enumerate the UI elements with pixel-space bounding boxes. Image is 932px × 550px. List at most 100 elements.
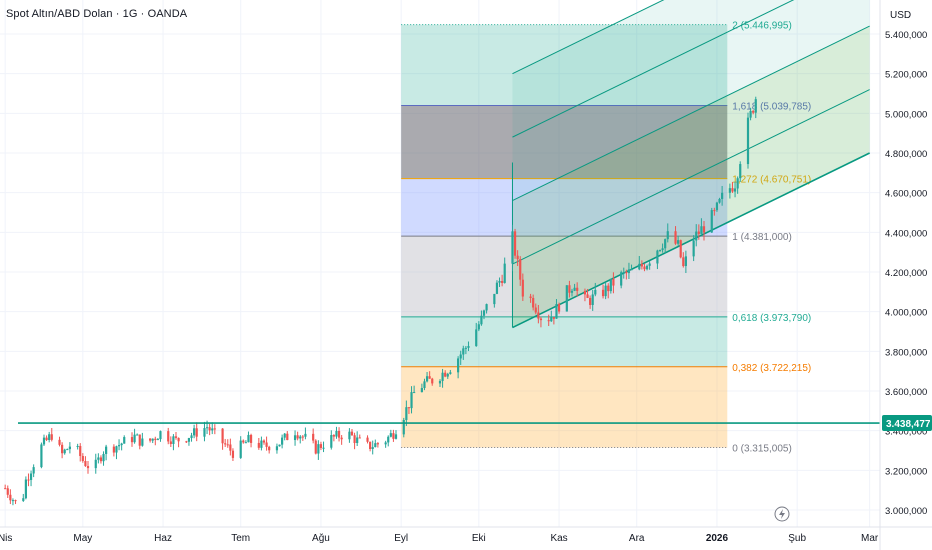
candle-body bbox=[247, 434, 250, 443]
candle-body bbox=[293, 435, 297, 441]
candle-body bbox=[14, 500, 17, 502]
candle-body bbox=[257, 442, 260, 448]
time-tick-label: Mar bbox=[861, 533, 879, 544]
candle-body bbox=[286, 433, 289, 441]
candle-body bbox=[739, 164, 742, 179]
candle-body bbox=[185, 441, 188, 443]
fibonacci-extension[interactable]: 2 (5.446,995) 1,618 (5.039,785) 1,272 (4.6… bbox=[401, 21, 811, 455]
candle-body bbox=[27, 479, 30, 481]
price-tick-label: 3.400,000 bbox=[885, 427, 927, 438]
candle-body bbox=[159, 431, 162, 440]
time-tick-label: Kas bbox=[550, 533, 567, 544]
candle-body bbox=[728, 188, 731, 193]
parallel-channel[interactable] bbox=[511, 0, 870, 329]
candle-body bbox=[350, 431, 354, 436]
candle-body bbox=[66, 449, 69, 451]
candle-body bbox=[555, 304, 558, 319]
candle-body bbox=[444, 372, 447, 377]
fib-level-label: 0,618 (3.973,790) bbox=[732, 313, 811, 324]
candle-body bbox=[130, 437, 134, 443]
candle-body bbox=[296, 435, 299, 439]
candle-body bbox=[374, 443, 377, 448]
candle-body bbox=[358, 437, 361, 439]
candle-body bbox=[394, 434, 398, 439]
candle-body bbox=[638, 263, 641, 270]
time-tick-label: Eyl bbox=[394, 533, 408, 544]
candle-body bbox=[462, 348, 465, 355]
candle-body bbox=[193, 428, 196, 436]
channel-base-line bbox=[512, 152, 870, 329]
candle-body bbox=[710, 210, 713, 233]
time-tick-label: Şub bbox=[788, 533, 806, 544]
candle-body bbox=[666, 231, 669, 240]
candle-body bbox=[239, 440, 242, 458]
candle-body bbox=[105, 446, 108, 454]
candle-body bbox=[312, 433, 315, 441]
candle-body bbox=[81, 456, 84, 462]
candle-body bbox=[612, 278, 615, 286]
candle-body bbox=[431, 378, 434, 384]
candle-body bbox=[423, 381, 426, 389]
candle-body bbox=[607, 285, 610, 292]
price-tick-label: 5.200,000 bbox=[885, 70, 927, 81]
candle-body bbox=[281, 437, 284, 445]
candle-body bbox=[477, 324, 480, 330]
candle-body bbox=[718, 198, 721, 203]
time-tick-label: Haz bbox=[154, 533, 172, 544]
candle-body bbox=[601, 289, 605, 297]
last-price-tag bbox=[882, 415, 932, 432]
candle-body bbox=[335, 430, 338, 437]
candle-body bbox=[99, 457, 103, 462]
candle-body bbox=[86, 466, 90, 469]
candle-body bbox=[353, 435, 356, 444]
candle-body bbox=[120, 443, 123, 446]
candle-body bbox=[213, 428, 216, 430]
time-axis[interactable]: Nis May Haz Tem Ağu Eyl Eki Kas Ara 2026 Şub Mar bbox=[0, 526, 932, 544]
candle-body bbox=[392, 433, 395, 439]
price-tick-label: 4.800,000 bbox=[885, 149, 927, 160]
candle-body bbox=[702, 226, 706, 233]
candle-body bbox=[138, 434, 141, 446]
price-tick-label: 5.000,000 bbox=[885, 109, 927, 120]
currency-label: USD bbox=[890, 10, 911, 21]
price-axis[interactable]: USD 5.400,000 5.200,000 5.000,000 4.800,000 4… bbox=[879, 0, 932, 550]
candle-body bbox=[332, 435, 335, 437]
candle-body bbox=[42, 437, 46, 445]
candle-body bbox=[420, 388, 423, 393]
candle-body bbox=[532, 297, 535, 308]
candle-body bbox=[449, 372, 452, 374]
last-price-label: 3.438,477 bbox=[886, 419, 931, 430]
candle-body bbox=[715, 202, 719, 211]
candle-body bbox=[203, 428, 206, 437]
candle-body bbox=[679, 240, 682, 258]
candle-body bbox=[550, 317, 553, 322]
candle-body bbox=[301, 436, 304, 438]
price-tick-label: 4.200,000 bbox=[885, 268, 927, 279]
candle-body bbox=[112, 446, 115, 453]
candle-body bbox=[405, 407, 408, 420]
candle-body bbox=[229, 444, 232, 451]
candlestick-series bbox=[4, 96, 757, 506]
candle-body bbox=[177, 437, 180, 442]
candle-body bbox=[102, 453, 105, 462]
candle-body bbox=[221, 428, 224, 444]
candle-body bbox=[648, 263, 651, 266]
candle-body bbox=[645, 265, 649, 270]
price-tick-label: 3.600,000 bbox=[885, 387, 927, 398]
candle-body bbox=[736, 178, 739, 189]
candle-body bbox=[459, 354, 462, 359]
candle-body bbox=[630, 269, 633, 271]
candle-body bbox=[174, 436, 178, 438]
chart-grid bbox=[0, 0, 880, 527]
candle-body bbox=[389, 433, 392, 437]
candle-body bbox=[167, 431, 170, 442]
candle-body bbox=[407, 407, 411, 409]
channel-parallel-line bbox=[512, 25, 870, 202]
fib-level-label: 0,382 (3.722,215) bbox=[732, 363, 811, 374]
candle-body bbox=[539, 318, 543, 321]
candle-body bbox=[495, 282, 499, 294]
candle-body bbox=[733, 188, 737, 192]
candle-body bbox=[195, 428, 198, 437]
candle-body bbox=[94, 459, 97, 469]
